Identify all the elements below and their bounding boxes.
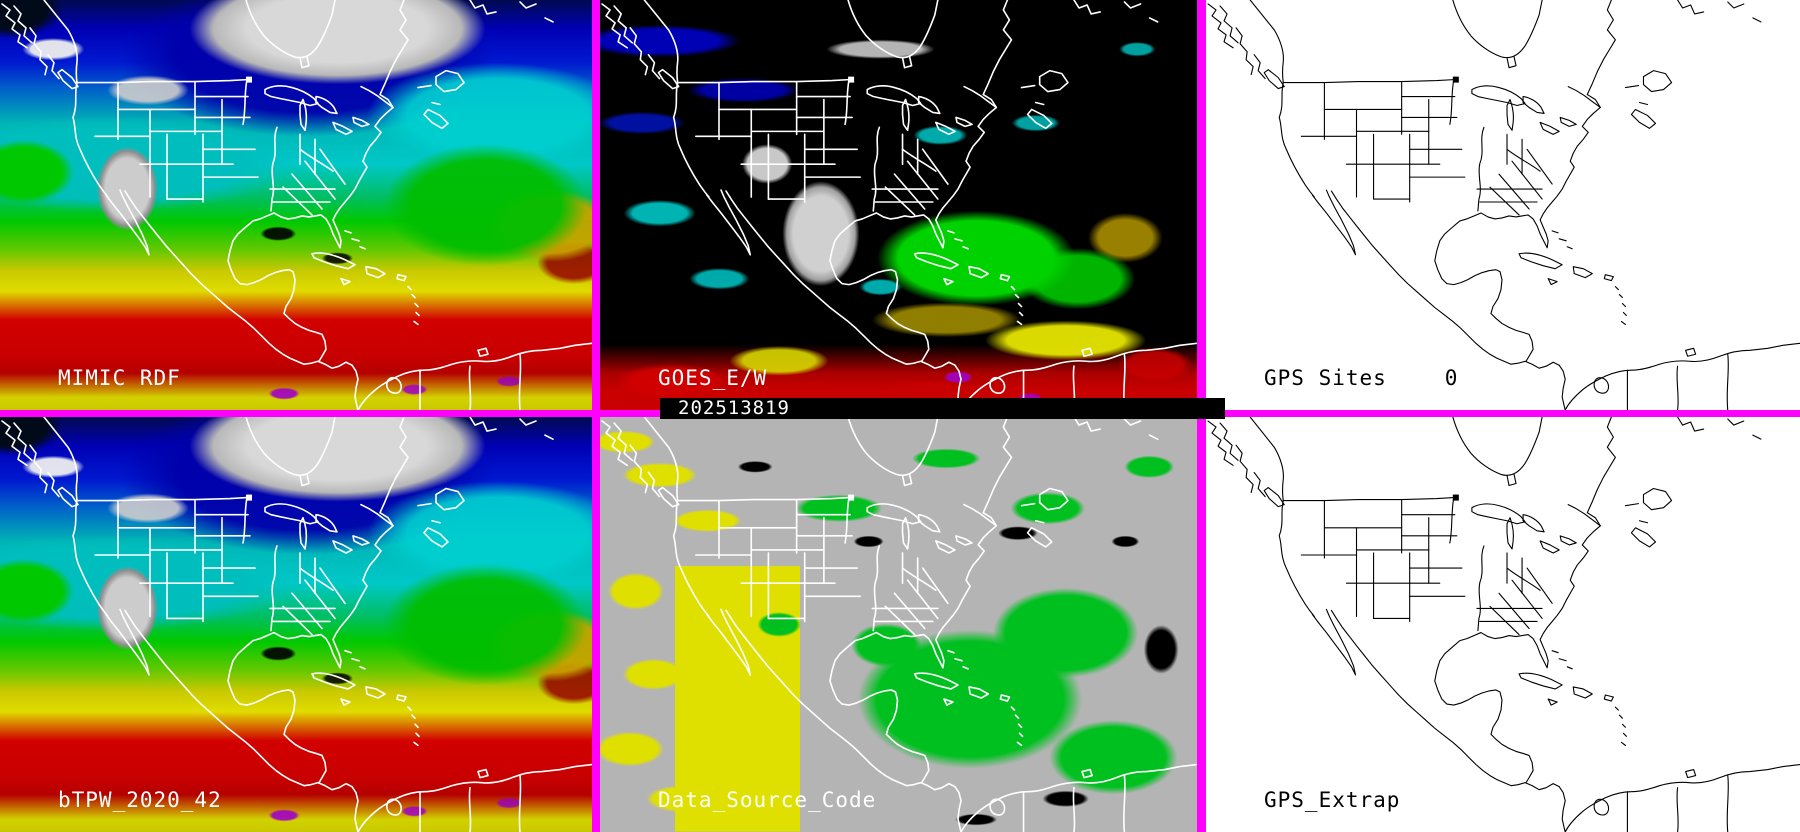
panel-mimic-rdf: MIMIC RDF [0,0,592,410]
north-america-map [600,0,1197,410]
panel-label-data-source-code: Data_Source_Code [658,788,877,812]
panel-goes-ew: GOES_E/W [600,0,1197,410]
panel-label-mimic-rdf: MIMIC RDF [58,366,181,390]
panel-label-gps-sites: GPS Sites 0 [1264,366,1458,390]
timestamp-bar: 202513819 [660,398,1225,419]
timestamp-text: 202513819 [678,397,790,419]
panel-label-btpw: bTPW_2020_42 [58,788,222,812]
panel-data-source-code: Data_Source_Code [600,417,1197,832]
north-america-map [1206,0,1800,410]
north-america-map [1206,417,1800,832]
north-america-map [600,417,1197,832]
north-america-map [0,0,592,410]
gps-sites-label: GPS Sites [1264,366,1387,390]
panel-gps-sites: GPS Sites 0 [1206,0,1800,410]
panel-label-gps-extrap: GPS_Extrap [1264,788,1401,812]
panel-btpw: bTPW_2020_42 [0,417,592,832]
gps-sites-count: 0 [1444,366,1459,390]
panel-label-goes-ew: GOES_E/W [658,366,768,390]
north-america-map [0,417,592,832]
panel-gps-extrap: GPS_Extrap [1206,417,1800,832]
